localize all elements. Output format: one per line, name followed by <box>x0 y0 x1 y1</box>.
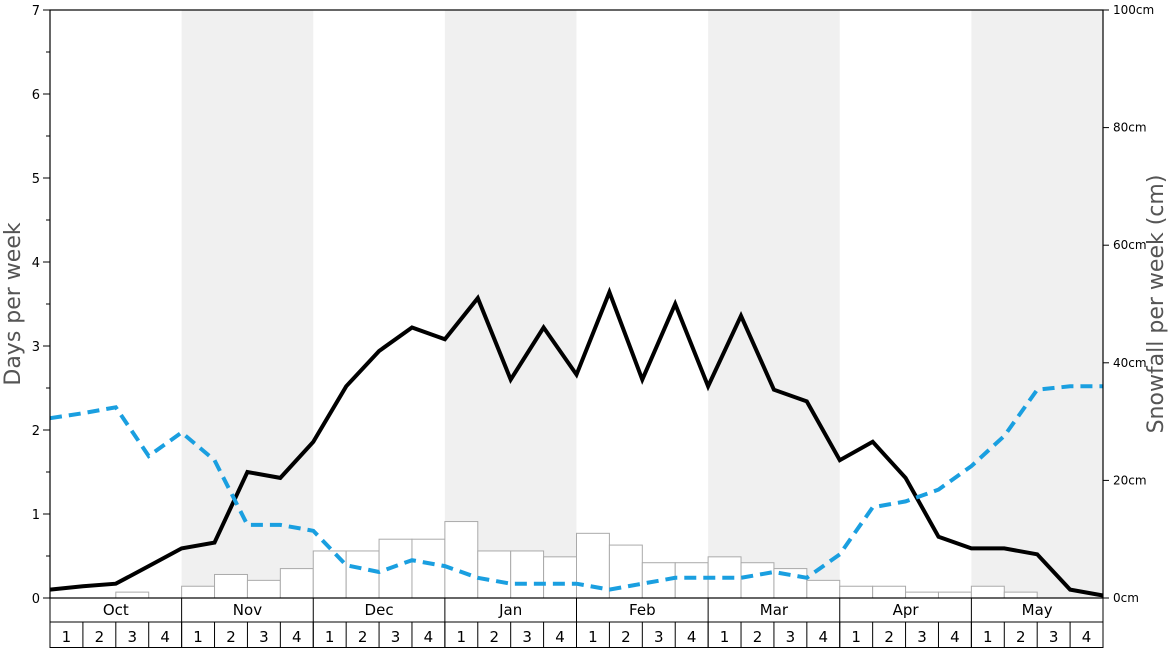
snowfall-bar <box>937 591 972 599</box>
week-label: 2 <box>1016 628 1026 646</box>
y-tick-label: 2 <box>32 424 40 439</box>
month-band <box>181 10 314 598</box>
month-band <box>708 10 840 598</box>
y2-tick-label: 40cm <box>1113 356 1147 370</box>
snowfall-bar <box>740 562 775 599</box>
week-label: 2 <box>489 628 499 646</box>
week-label: 1 <box>851 628 861 646</box>
week-label: 4 <box>424 628 434 646</box>
week-label: 1 <box>325 628 335 646</box>
week-label: 3 <box>917 628 927 646</box>
y-tick-label: 0 <box>32 592 40 607</box>
snowfall-bar <box>543 556 577 599</box>
solid-series-line <box>49 286 1104 598</box>
snowfall-bar <box>444 521 479 599</box>
week-label: 4 <box>819 628 829 646</box>
week-label: 1 <box>62 628 72 646</box>
week-label: 1 <box>193 628 203 646</box>
week-label: 1 <box>720 628 730 646</box>
month-label: Jan <box>498 601 522 619</box>
week-label: 3 <box>786 628 796 646</box>
month-label: Oct <box>103 601 129 619</box>
week-label: 3 <box>391 628 401 646</box>
y-tick-label: 6 <box>32 88 40 103</box>
snowfall-bar <box>905 591 939 599</box>
y-tick-label: 1 <box>32 508 40 523</box>
series-lines <box>49 286 1104 598</box>
week-label: 2 <box>884 628 894 646</box>
month-label: Apr <box>893 601 920 619</box>
month-band <box>971 10 1103 598</box>
month-label: May <box>1022 601 1053 619</box>
week-label: 3 <box>259 628 269 646</box>
month-label: Dec <box>365 601 394 619</box>
right-y-axis: 0cm 20cm 40cm 60cm 80cm 100cm <box>1103 3 1154 605</box>
y2-tick-label: 80cm <box>1113 121 1147 135</box>
snowfall-bar <box>1003 591 1038 599</box>
snowfall-bar <box>345 550 380 599</box>
week-label: 4 <box>292 628 302 646</box>
snowfall-bar <box>279 568 314 599</box>
y2-tick-label: 0cm <box>1113 591 1139 605</box>
y-tick-label: 5 <box>32 172 40 187</box>
month-bands <box>181 10 1103 598</box>
snowfall-bar <box>806 579 841 599</box>
snowfall-bar <box>510 550 545 599</box>
week-label: 1 <box>588 628 598 646</box>
y-axis-title: Days per week <box>1 222 26 385</box>
y-tick-label: 7 <box>32 4 40 19</box>
week-label: 2 <box>621 628 631 646</box>
snowfall-bar <box>477 550 512 599</box>
month-label: Nov <box>233 601 262 619</box>
week-label: 4 <box>687 628 697 646</box>
week-label: 3 <box>654 628 664 646</box>
week-label: 4 <box>160 628 170 646</box>
week-label: 3 <box>127 628 137 646</box>
snowfall-bar <box>839 585 874 599</box>
y2-tick-label: 60cm <box>1113 238 1147 252</box>
week-label: 4 <box>950 628 960 646</box>
snowfall-bar <box>674 562 709 599</box>
snowfall-bar <box>411 538 446 599</box>
week-label: 2 <box>358 628 368 646</box>
snowfall-bar <box>181 585 216 599</box>
month-band <box>444 10 577 598</box>
month-label: Feb <box>629 601 656 619</box>
snowfall-bar <box>246 579 281 599</box>
y2-tick-label: 100cm <box>1113 3 1154 17</box>
y-tick-label: 4 <box>32 256 40 271</box>
snowfall-bar <box>214 573 248 599</box>
week-label: 3 <box>1049 628 1059 646</box>
snowfall-bar <box>970 585 1005 599</box>
month-week-axis: Oct 1 2 3 4 Nov 1 2 3 4 Dec 1 2 3 4 Jan 1 2 3 4 Feb 1 2 3 4 Mar 1 2… <box>49 598 1104 648</box>
week-label: 4 <box>555 628 565 646</box>
dashed-series-line <box>49 384 1103 592</box>
week-label: 3 <box>522 628 532 646</box>
snowfall-bar <box>115 591 150 599</box>
left-y-axis: 0 1 2 3 4 5 6 7 <box>32 4 50 607</box>
week-label: 2 <box>95 628 105 646</box>
week-label: 1 <box>457 628 467 646</box>
y2-tick-label: 20cm <box>1113 473 1147 487</box>
snowfall-bar <box>872 585 907 599</box>
month-label: Mar <box>760 601 789 619</box>
week-label: 2 <box>226 628 236 646</box>
snowfall-bar <box>378 538 413 599</box>
y-tick-label: 3 <box>32 340 40 355</box>
week-label: 4 <box>1082 628 1092 646</box>
week-label: 2 <box>753 628 763 646</box>
week-label: 1 <box>983 628 993 646</box>
y2-axis-title: Snowfall per week (cm) <box>1144 175 1168 434</box>
